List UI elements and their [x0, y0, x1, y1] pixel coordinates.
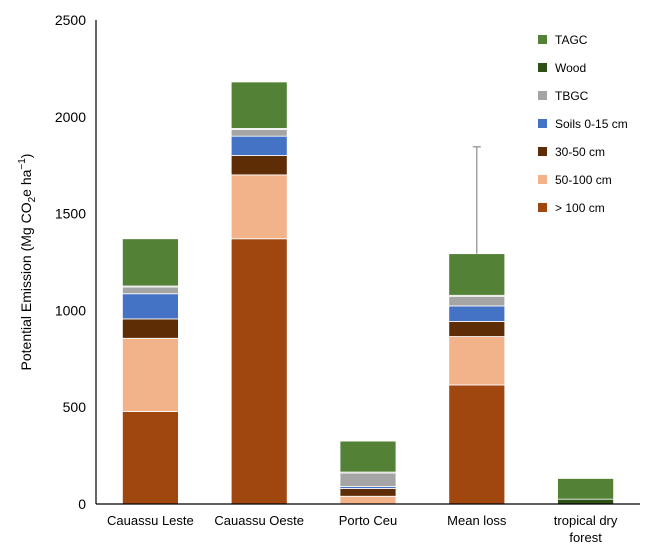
y-tick-label: 1000 [55, 302, 86, 318]
x-tick-label: Mean loss [447, 513, 507, 528]
legend-label: 30-50 cm [555, 145, 605, 159]
legend-label: 50-100 cm [555, 173, 612, 187]
axes [95, 20, 640, 505]
legend-swatch [538, 63, 547, 72]
bar-segment [339, 472, 397, 487]
error-bars [472, 146, 481, 254]
bar-segment [339, 440, 397, 473]
bar-segment [230, 155, 288, 176]
bar-segment [122, 293, 179, 320]
x-tick-label: Cauassu Oeste [214, 513, 304, 528]
bar-segment [122, 411, 179, 505]
legend-swatch [538, 147, 547, 156]
legend-label: TBGC [555, 89, 589, 103]
y-tick-label: 0 [78, 496, 86, 512]
bar-segment [230, 174, 288, 240]
bar-segment [448, 295, 506, 307]
bar-segment [230, 81, 288, 129]
legend-label: Soils 0-15 cm [555, 117, 628, 131]
x-tick-label: Cauassu Leste [107, 513, 194, 528]
legend-swatch [538, 35, 547, 44]
y-axis-label: Potential Emission (Mg CO2e ha−1) [17, 154, 38, 371]
bar-segment [122, 318, 179, 339]
x-tick-label: Porto Ceu [339, 513, 398, 528]
bar-segment [448, 253, 506, 296]
bar-segment [448, 336, 506, 386]
y-tick-label: 500 [63, 399, 87, 415]
legend-label: > 100 cm [555, 201, 605, 215]
legend-swatch [538, 91, 547, 100]
bar-segment [448, 321, 506, 337]
y-tick-label: 2500 [55, 12, 86, 28]
bar-segment [122, 286, 179, 295]
bar-segment [230, 238, 288, 505]
bar-segment [339, 488, 397, 497]
legend-swatch [538, 119, 547, 128]
y-axis-title: Potential Emission (Mg CO2e ha−1) [17, 154, 38, 371]
x-tick-label: forest [569, 530, 602, 544]
y-axis-ticks: 0 500 1000 1500 2000 2500 [55, 12, 86, 512]
bar-segment [122, 238, 179, 287]
bar-segment [230, 128, 288, 137]
bar-segment [448, 384, 506, 505]
bar-segment [230, 135, 288, 156]
y-tick-label: 2000 [55, 109, 86, 125]
y-tick-label: 1500 [55, 206, 86, 222]
bar-segment [339, 495, 397, 505]
legend-label: TAGC [555, 33, 588, 47]
x-tick-label: tropical dry [554, 513, 618, 528]
x-axis-labels: Cauassu Leste Cauassu Oeste Porto Ceu Mean … [107, 513, 618, 544]
bar-segment [122, 337, 179, 412]
bars [122, 81, 614, 505]
legend-swatch [538, 175, 547, 184]
bar-segment [448, 305, 506, 322]
bar-segment [557, 498, 614, 505]
legend-label: Wood [555, 61, 586, 75]
legend: TAGC Wood TBGC Soils 0-15 cm 30-50 cm 50-100 … [538, 33, 628, 215]
legend-swatch [538, 203, 547, 212]
bar-segment [557, 478, 614, 500]
